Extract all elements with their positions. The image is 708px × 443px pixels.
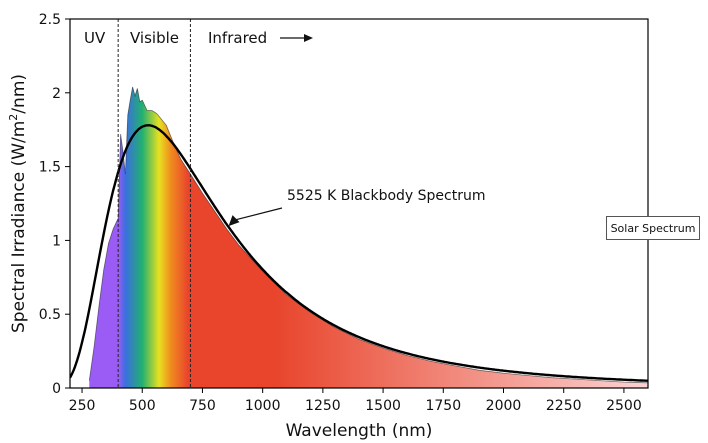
y-tick-label: 0.5 [39, 307, 61, 323]
x-tick-label: 1750 [425, 398, 461, 414]
x-tick-label: 1500 [365, 398, 401, 414]
x-axis-title: Wavelength (nm) [286, 421, 433, 441]
x-tick-label: 750 [189, 398, 216, 414]
x-tick-label: 2000 [486, 398, 522, 414]
y-tick-label: 2.5 [39, 12, 61, 28]
plot-area: UV Visible Infrared 5525 K Blackbody Spectr… [70, 19, 648, 388]
y-axis-title-superscript: 2 [7, 114, 20, 121]
y-tick-label: 1.5 [39, 160, 61, 176]
solar-spectrum-area [89, 86, 648, 388]
plot-frame [69, 18, 649, 389]
solar-spectrum-edge [88, 86, 648, 384]
x-tick-label: 250 [69, 398, 96, 414]
annotation-arrow-shaft [234, 207, 283, 221]
y-tick-label: 1 [52, 233, 61, 249]
blackbody-curve [70, 124, 648, 382]
region-label-uv: UV [84, 29, 106, 47]
y-axis-title-suffix: /nm) [9, 74, 29, 114]
region-label-infrared: Infrared [208, 29, 267, 47]
y-tick-label: 2 [52, 86, 61, 102]
y-axis-title-prefix: Spectral Irradiance (W/m [9, 121, 29, 333]
annotation-arrow-head [228, 215, 240, 227]
blackbody-annotation: 5525 K Blackbody Spectrum [287, 188, 486, 204]
y-axis-title: Spectral Irradiance (W/m2/nm) [7, 74, 29, 333]
infrared-arrow-head [304, 34, 313, 42]
x-tick-label: 1000 [245, 398, 281, 414]
x-tick-label: 500 [129, 398, 156, 414]
x-tick-label: 1250 [305, 398, 341, 414]
y-tick-label: 0 [52, 381, 61, 397]
x-tick-label: 2250 [546, 398, 582, 414]
region-label-visible: Visible [130, 29, 179, 47]
axes: 250 500 750 1000 1250 1500 1750 2000 2250 2500 0 0.… [39, 12, 649, 414]
x-tick-label: 2500 [606, 398, 642, 414]
solar-spectrum-legend: Solar Spectrum [606, 216, 700, 240]
